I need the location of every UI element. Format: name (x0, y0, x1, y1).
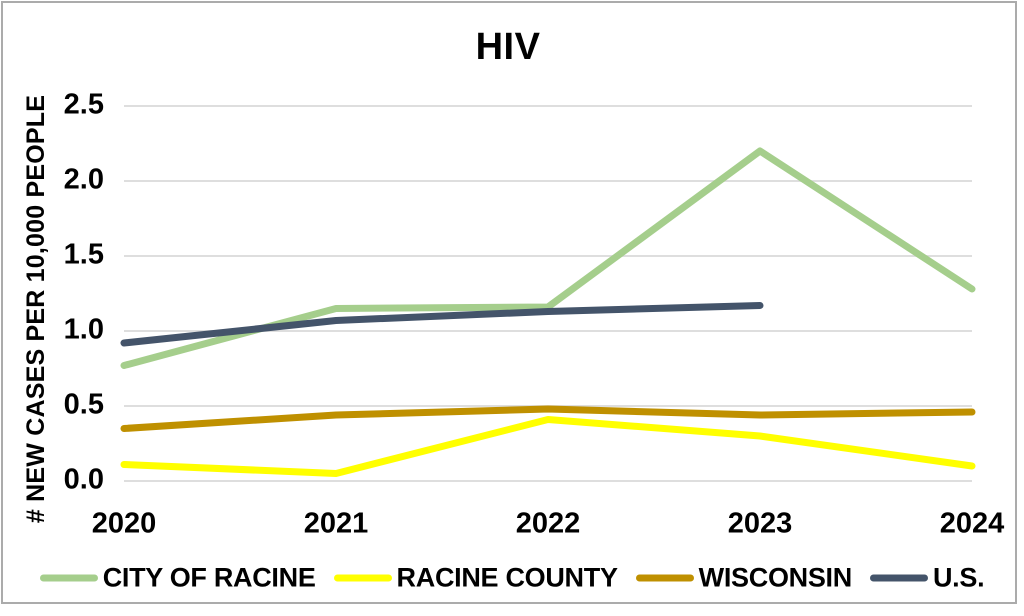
y-tick-label-0-0: 0.0 (63, 463, 104, 496)
x-tick-label-2021: 2021 (303, 507, 369, 540)
legend-swatch-wisconsin (635, 574, 694, 582)
legend-label-city-of-racine: CITY OF RACINE (102, 562, 316, 593)
legend-label-u-s: U.S. (932, 562, 985, 593)
x-tick-label-2022: 2022 (515, 507, 581, 540)
legend-swatch-racine-county (333, 574, 392, 582)
legend-label-wisconsin: WISCONSIN (698, 562, 853, 593)
legend-label-racine-county: RACINE COUNTY (396, 562, 618, 593)
chart-title: HIV (475, 26, 541, 68)
y-tick-label-1-0: 1.0 (63, 313, 104, 346)
y-tick-label-2-0: 2.0 (63, 163, 104, 196)
series-line-city-of-racine (120, 147, 976, 369)
series-line-wisconsin (120, 405, 976, 432)
series-line-racine-county (120, 416, 976, 477)
series-line-u-s (120, 302, 764, 347)
legend: CITY OF RACINE RACINE COUNTY WISCONSIN U.S. (0, 563, 1024, 594)
y-tick-label-0-5: 0.5 (63, 388, 104, 421)
legend-swatch-city-of-racine (39, 574, 98, 582)
x-tick-label-2024: 2024 (939, 507, 1005, 540)
y-tick-label-1-5: 1.5 (63, 238, 104, 271)
legend-item-racine-county: RACINE COUNTY (333, 562, 618, 594)
legend-item-city-of-racine: CITY OF RACINE (39, 562, 316, 594)
legend-item-u-s: U.S. (869, 562, 985, 594)
x-tick-label-2023: 2023 (727, 507, 793, 540)
legend-item-wisconsin: WISCONSIN (635, 562, 853, 594)
legend-swatch-u-s (869, 574, 928, 582)
y-tick-label-2-5: 2.5 (63, 88, 104, 121)
x-tick-label-2020: 2020 (91, 507, 157, 540)
